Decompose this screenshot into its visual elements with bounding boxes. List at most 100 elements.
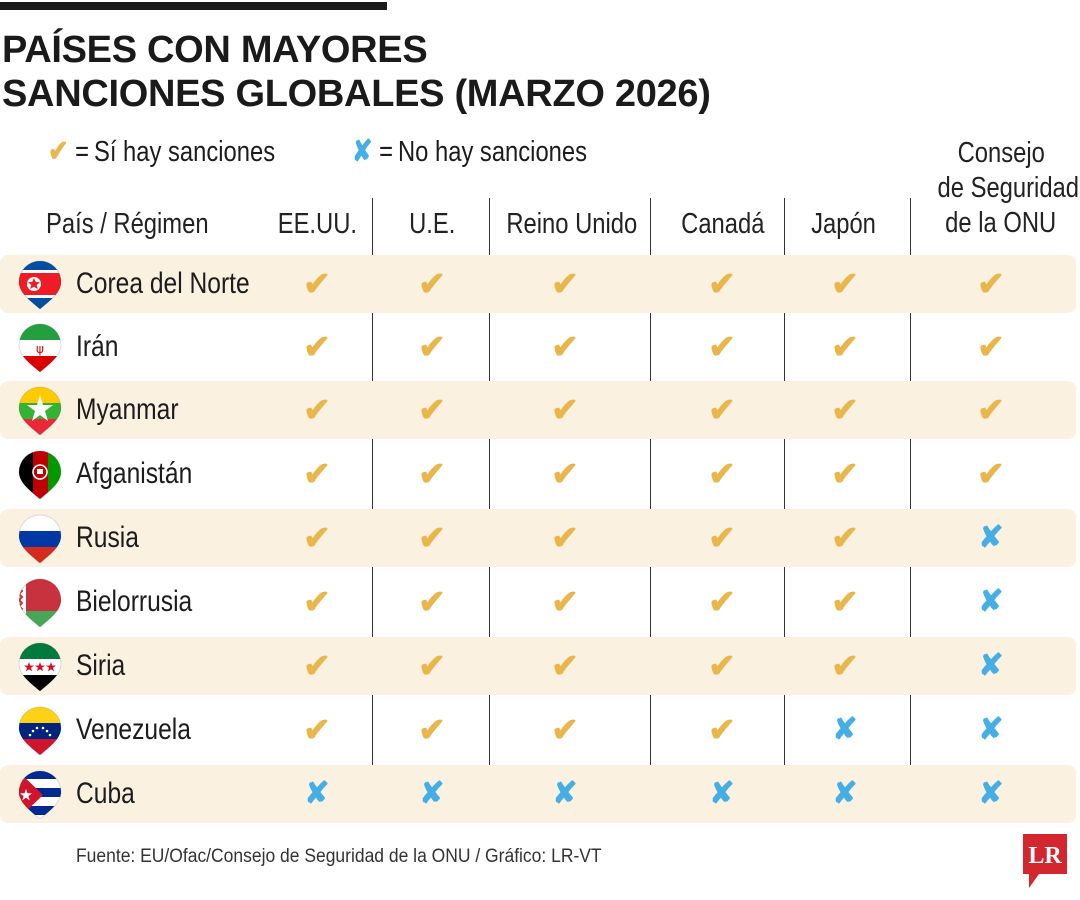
country-name: Afganistán <box>76 457 193 490</box>
check-icon: ✔ <box>831 455 859 492</box>
table-row: Bielorrusia ✔ ✔ ✔ ✔ ✔ ✘ <box>0 573 1076 631</box>
svg-text:LR: LR <box>1028 843 1062 869</box>
legend-no-text: No hay sanciones <box>397 135 588 168</box>
top-rule <box>0 2 387 10</box>
check-icon: ✔ <box>303 519 331 556</box>
row-header: País / Régimen <box>46 208 209 240</box>
check-icon: ✔ <box>708 391 736 428</box>
check-icon: ✔ <box>831 583 859 620</box>
check-icon: ✔ <box>977 265 1005 302</box>
country-name: Venezuela <box>76 713 191 746</box>
check-icon: ✔ <box>418 328 446 365</box>
check-icon: ✔ <box>418 711 446 748</box>
check-icon: ✔ <box>551 455 579 492</box>
check-icon: ✔ <box>708 265 736 302</box>
source-note: Fuente: EU/Ofac/Consejo de Seguridad de … <box>76 846 602 867</box>
afghanistan-flag-icon <box>18 450 62 500</box>
legend-yes: ✔ = Sí hay sanciones <box>48 128 325 174</box>
country-name: Corea del Norte <box>76 267 250 300</box>
chart-title-line-1: PAÍSES CON MAYORES <box>2 29 428 71</box>
country-name: Rusia <box>76 521 139 554</box>
cross-icon: ✘ <box>978 649 1004 682</box>
check-icon: ✔ <box>418 455 446 492</box>
table-row: Venezuela ✔ ✔ ✔ ✔ ✘ ✘ <box>0 701 1076 759</box>
legend-yes-text: Sí hay sanciones <box>93 135 276 168</box>
check-icon: ✔ <box>303 391 331 428</box>
check-icon: ✔ <box>303 711 331 748</box>
chart-title: PAÍSES CON MAYORES SANCIONES GLOBALES (M… <box>2 28 711 116</box>
cross-icon: ✘ <box>709 777 735 810</box>
check-icon: ✔ <box>48 134 69 168</box>
check-icon: ✔ <box>551 647 579 684</box>
column-header-un: Consejo de Seguridad de la ONU <box>937 137 1080 239</box>
legend-no: ✘ = No hay sanciones <box>352 128 639 174</box>
column-header: U.E. <box>408 208 456 240</box>
check-icon: ✔ <box>303 647 331 684</box>
russia-flag-icon <box>18 514 62 564</box>
cross-icon: ✘ <box>419 777 445 810</box>
north-korea-flag-icon <box>18 260 62 310</box>
country-name: Cuba <box>76 777 135 810</box>
check-icon: ✔ <box>418 265 446 302</box>
check-icon: ✔ <box>708 647 736 684</box>
myanmar-flag-icon <box>18 386 62 436</box>
check-icon: ✔ <box>551 328 579 365</box>
chart-title-line-2: SANCIONES GLOBALES (MARZO 2026) <box>2 73 711 115</box>
legend-equals: = <box>379 135 394 168</box>
check-icon: ✔ <box>303 455 331 492</box>
country-name: Siria <box>76 649 126 682</box>
lr-logo-icon: LR <box>1023 834 1067 888</box>
table-row: ψ Irán ✔ ✔ ✔ ✔ ✔ ✔ <box>0 318 1076 376</box>
check-icon: ✔ <box>977 455 1005 492</box>
country-name: Bielorrusia <box>76 585 193 618</box>
cross-icon: ✘ <box>978 713 1004 746</box>
cross-icon: ✘ <box>352 134 373 168</box>
cross-icon: ✘ <box>978 777 1004 810</box>
check-icon: ✔ <box>418 391 446 428</box>
check-icon: ✔ <box>708 711 736 748</box>
check-icon: ✔ <box>303 328 331 365</box>
table-row: Cuba ✘ ✘ ✘ ✘ ✘ ✘ <box>0 765 1076 823</box>
legend-equals: = <box>75 135 90 168</box>
check-icon: ✔ <box>977 391 1005 428</box>
check-icon: ✔ <box>303 583 331 620</box>
cross-icon: ✘ <box>832 777 858 810</box>
check-icon: ✔ <box>551 583 579 620</box>
check-icon: ✔ <box>831 391 859 428</box>
svg-text:ψ: ψ <box>36 342 44 356</box>
check-icon: ✔ <box>418 647 446 684</box>
cross-icon: ✘ <box>978 585 1004 618</box>
check-icon: ✔ <box>831 647 859 684</box>
check-icon: ✔ <box>418 519 446 556</box>
cross-icon: ✘ <box>978 521 1004 554</box>
cross-icon: ✘ <box>552 777 578 810</box>
table-row: Myanmar ✔ ✔ ✔ ✔ ✔ ✔ <box>0 381 1076 439</box>
check-icon: ✔ <box>418 583 446 620</box>
check-icon: ✔ <box>977 328 1005 365</box>
check-icon: ✔ <box>708 583 736 620</box>
check-icon: ✔ <box>551 265 579 302</box>
check-icon: ✔ <box>708 328 736 365</box>
check-icon: ✔ <box>831 328 859 365</box>
belarus-flag-icon <box>18 578 62 628</box>
check-icon: ✔ <box>708 455 736 492</box>
table-row: Corea del Norte ✔ ✔ ✔ ✔ ✔ ✔ <box>0 255 1076 313</box>
iran-flag-icon: ψ <box>18 323 62 373</box>
column-header: EE.UU. <box>277 208 357 240</box>
table-row: Siria ✔ ✔ ✔ ✔ ✔ ✘ <box>0 637 1076 695</box>
check-icon: ✔ <box>551 711 579 748</box>
check-icon: ✔ <box>303 265 331 302</box>
check-icon: ✔ <box>551 391 579 428</box>
check-icon: ✔ <box>551 519 579 556</box>
check-icon: ✔ <box>708 519 736 556</box>
cuba-flag-icon <box>18 770 62 820</box>
country-name: Irán <box>76 330 119 363</box>
venezuela-flag-icon <box>18 706 62 756</box>
table-row: Afganistán ✔ ✔ ✔ ✔ ✔ ✔ <box>0 445 1076 503</box>
syria-flag-icon <box>18 642 62 692</box>
column-header: Canadá <box>681 208 765 240</box>
country-name: Myanmar <box>76 393 179 426</box>
column-header: Reino Unido <box>506 208 638 240</box>
table-row: Rusia ✔ ✔ ✔ ✔ ✔ ✘ <box>0 509 1076 567</box>
cross-icon: ✘ <box>304 777 330 810</box>
